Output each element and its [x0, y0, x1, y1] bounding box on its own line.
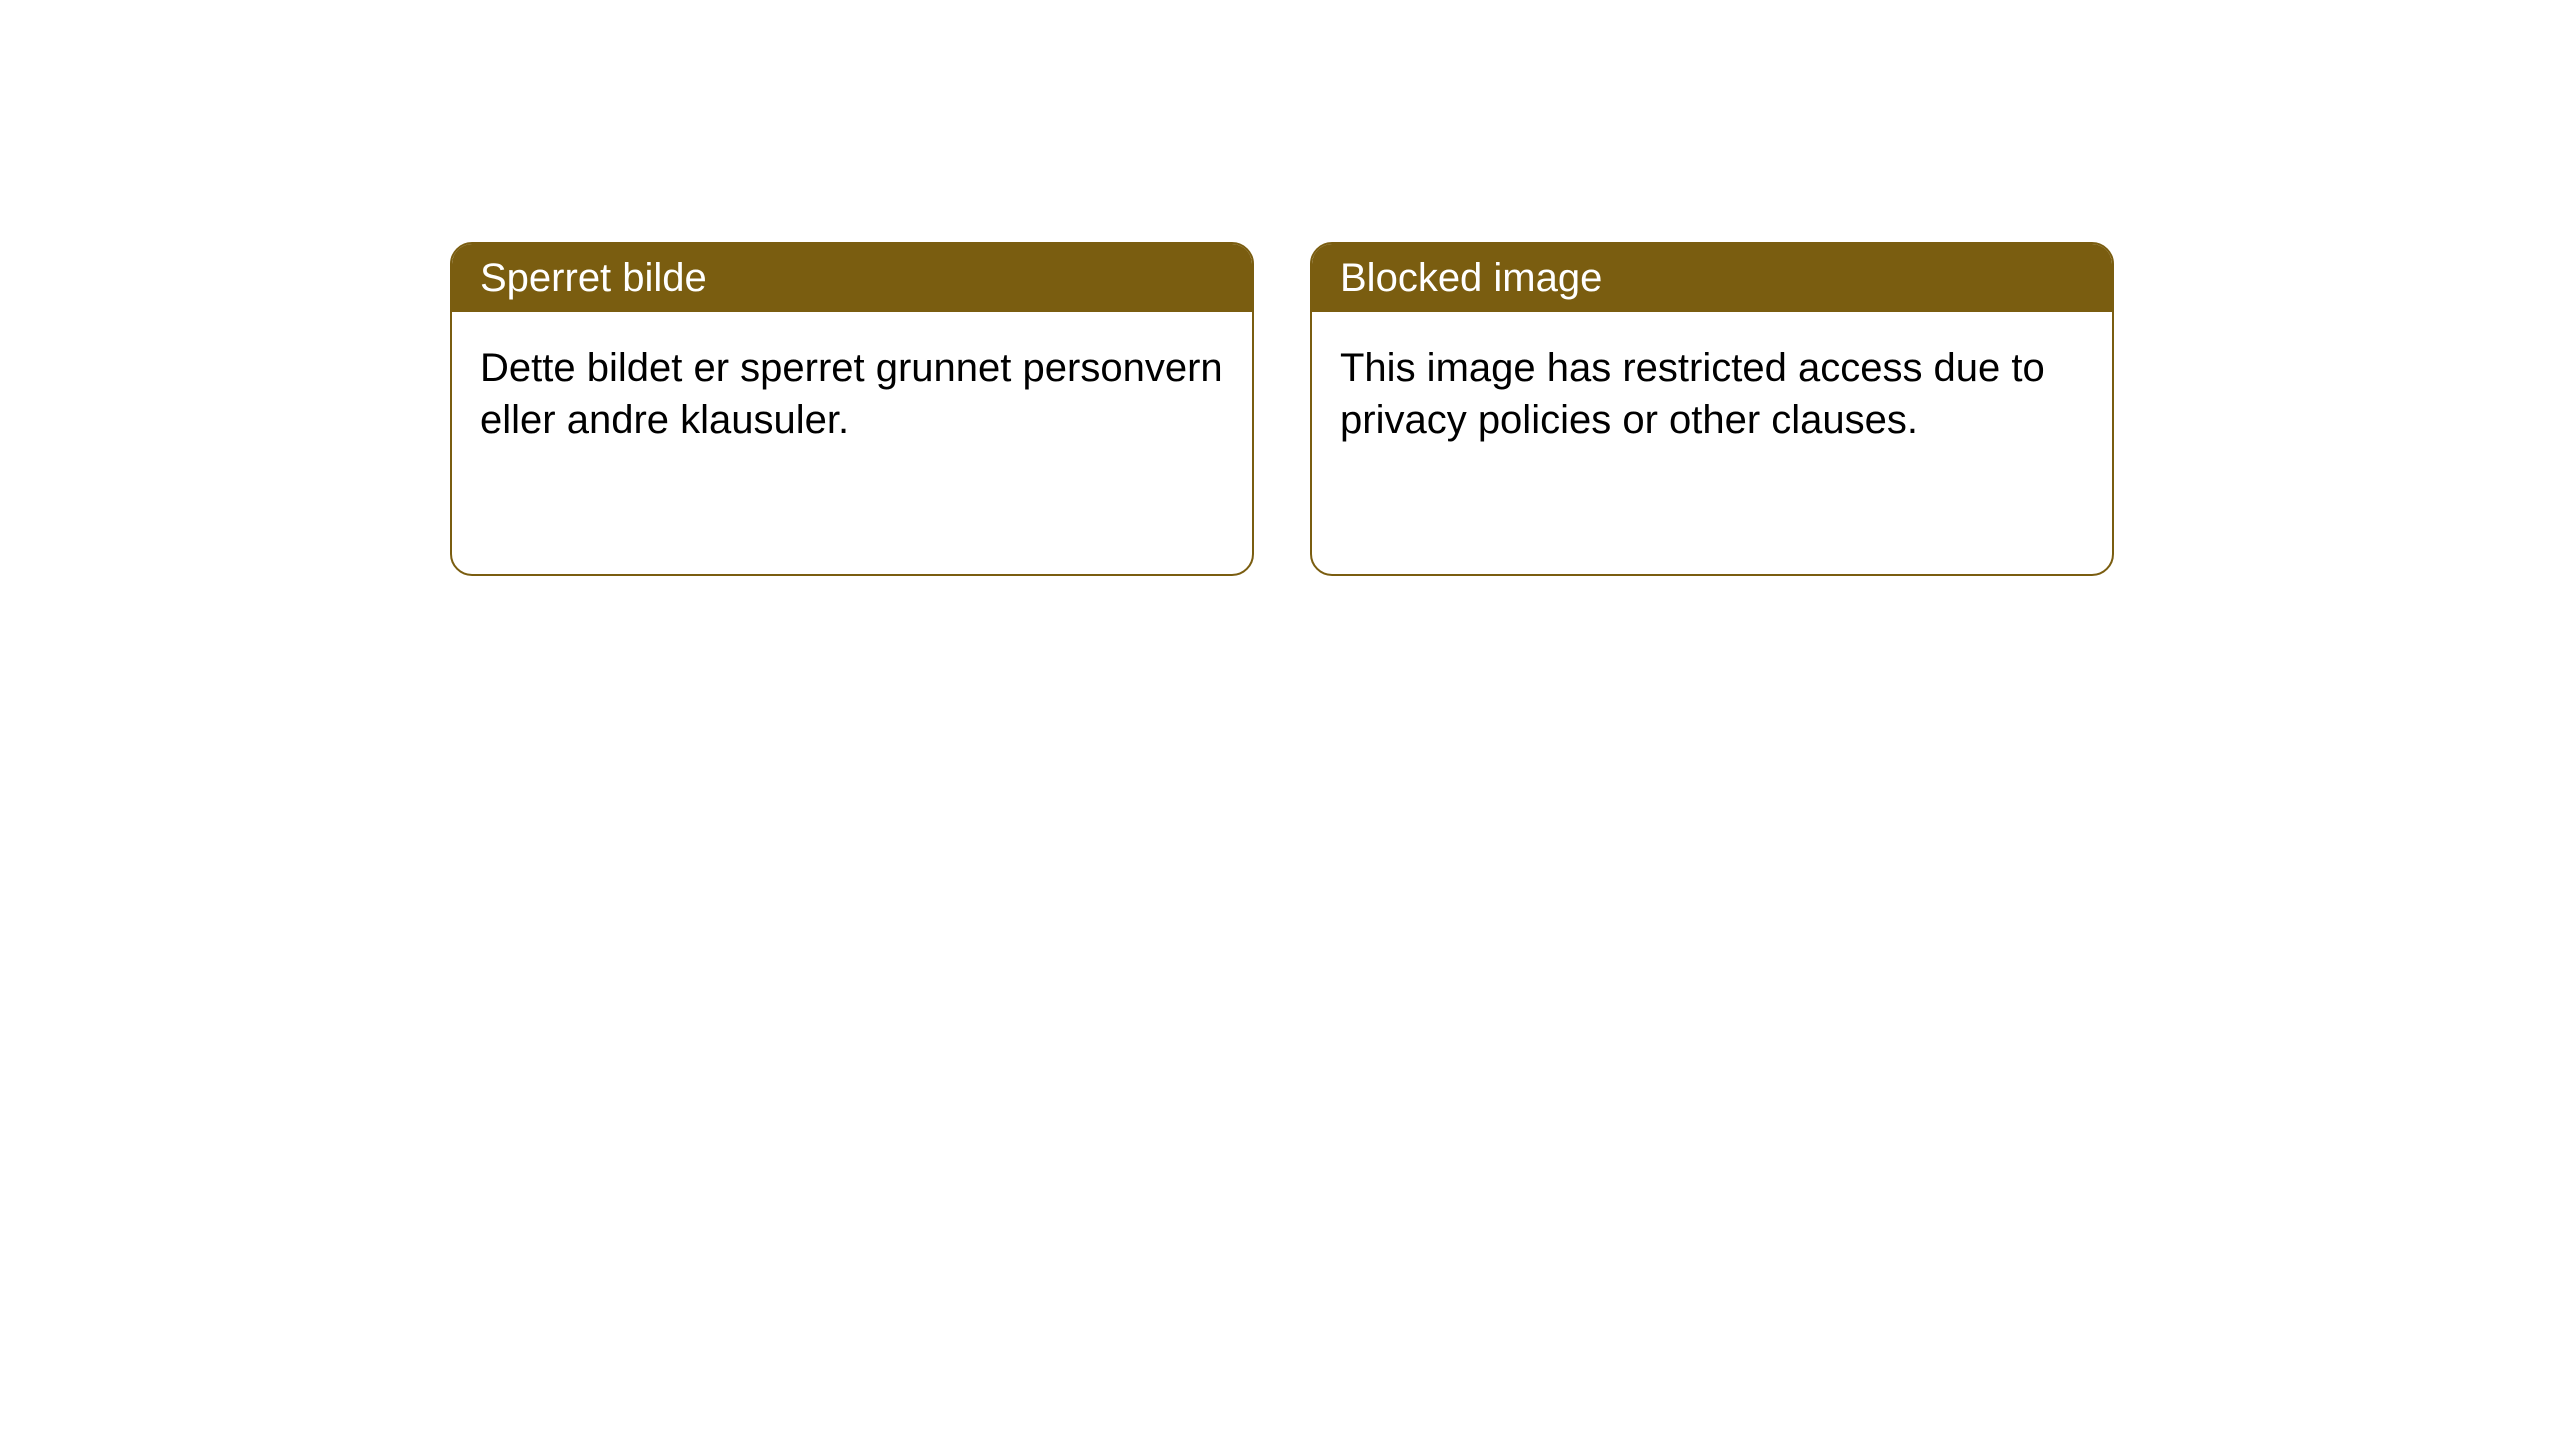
notice-body-english: This image has restricted access due to …: [1312, 312, 2112, 476]
notice-card-norwegian: Sperret bilde Dette bildet er sperret gr…: [450, 242, 1254, 576]
notice-container: Sperret bilde Dette bildet er sperret gr…: [450, 242, 2114, 576]
notice-title-english: Blocked image: [1312, 244, 2112, 312]
notice-card-english: Blocked image This image has restricted …: [1310, 242, 2114, 576]
notice-title-norwegian: Sperret bilde: [452, 244, 1252, 312]
notice-body-norwegian: Dette bildet er sperret grunnet personve…: [452, 312, 1252, 476]
